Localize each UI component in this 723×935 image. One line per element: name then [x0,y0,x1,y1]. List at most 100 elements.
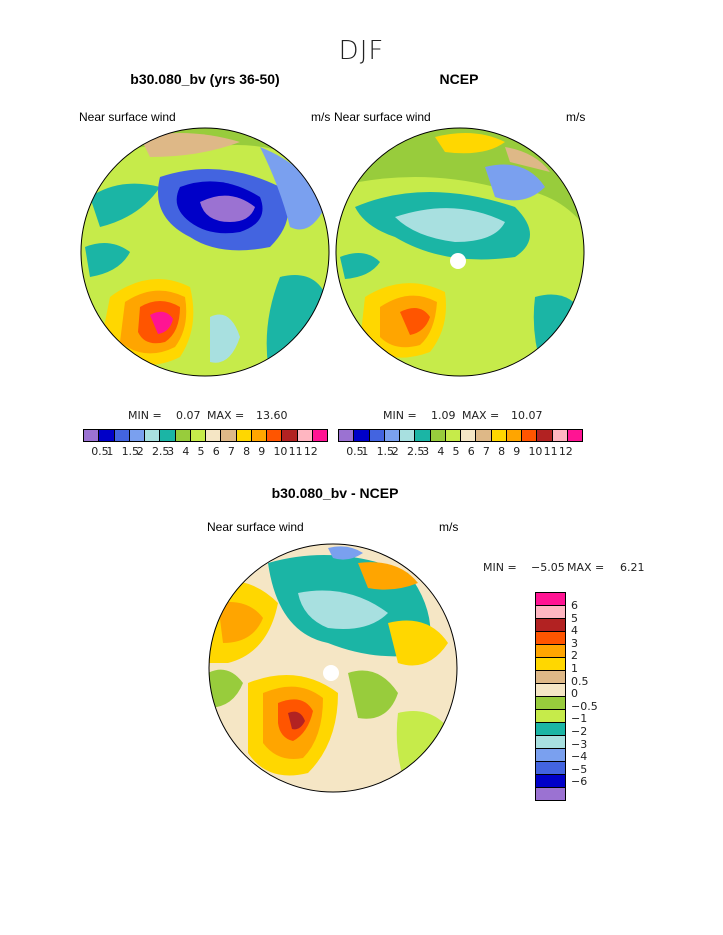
colorbar-swatch [267,430,283,441]
colorbar-swatch [536,697,565,710]
colorbar-tick-label: −5 [571,762,588,776]
panel1-colorbar [83,429,328,442]
panel3-left-label: Near surface wind [207,520,304,534]
panel1-min-value: 0.07 [176,409,201,422]
panel3-min-value: −5.05 [531,561,565,574]
colorbar-tick-label: 2.5 [406,445,425,458]
colorbar-tick-label: 12 [558,445,573,458]
panel2-title: NCEP [439,71,479,87]
colorbar-swatch [476,430,492,441]
colorbar-swatch [536,736,565,749]
colorbar-swatch [536,788,565,800]
figure-title: DJF [338,36,385,66]
colorbar-swatch [221,430,237,441]
colorbar-swatch [206,430,222,441]
colorbar-swatch [312,430,327,441]
colorbar-tick-label: 3 [571,636,578,650]
panel3-title: b30.080_bv - NCEP [271,485,399,501]
colorbar-tick-label: 10 [273,445,288,458]
panel3-colorbar [535,592,566,801]
panel1-left-label: Near surface wind [79,110,176,124]
panel2-colorbar [338,429,583,442]
panel2-max-value: 10.07 [511,409,543,422]
colorbar-swatch [461,430,477,441]
panel2-max-label: MAX = [462,409,500,422]
colorbar-swatch [251,430,267,441]
colorbar-tick-label: 5 [452,445,460,458]
panel3-min-label: MIN = [483,561,517,574]
colorbar-swatch [129,430,145,441]
colorbar-tick-label: 2 [136,445,144,458]
panel1-min-label: MIN = [128,409,162,422]
colorbar-swatch [160,430,176,441]
panel2-polar-map [335,127,585,377]
colorbar-tick-label: −6 [571,775,588,789]
panel2-min-value: 1.09 [431,409,456,422]
colorbar-tick-label: 1 [106,445,114,458]
colorbar-tick-label: 6 [571,599,578,612]
colorbar-tick-label: 6 [467,445,475,458]
colorbar-tick-label: 11 [543,445,558,458]
colorbar-swatch [506,430,522,441]
panel3-units-label: m/s [439,520,459,534]
panel2-units-label: m/s [566,110,586,124]
colorbar-tick-label: 7 [227,445,235,458]
colorbar-swatch [145,430,161,441]
panel1-polar-map [80,127,330,377]
panel1-units-label: m/s [311,110,331,124]
colorbar-swatch [369,430,385,441]
colorbar-tick-label: 0.5 [571,674,589,688]
colorbar-tick-label: −4 [571,750,588,764]
colorbar-tick-label: 1 [571,662,578,675]
colorbar-swatch [537,430,553,441]
panel1-title: b30.080_bv (yrs 36-50) [130,71,280,87]
colorbar-swatch [536,632,565,645]
colorbar-tick-label: 3 [167,445,175,458]
colorbar-swatch [536,775,565,788]
colorbar-swatch [84,430,100,441]
colorbar-swatch [99,430,115,441]
colorbar-swatch [354,430,370,441]
colorbar-swatch [339,430,355,441]
colorbar-swatch [297,430,313,441]
colorbar-tick-label: 12 [303,445,318,458]
colorbar-swatch [114,430,130,441]
colorbar-swatch [430,430,446,441]
colorbar-swatch [491,430,507,441]
colorbar-tick-label: −3 [571,737,588,751]
colorbar-tick-label: 1.5 [121,445,140,458]
colorbar-tick-label: 4 [437,445,445,458]
colorbar-swatch [400,430,416,441]
colorbar-tick-label: 9 [513,445,521,458]
panel2-left-label: Near surface wind [334,110,431,124]
colorbar-swatch [190,430,206,441]
colorbar-swatch [567,430,582,441]
colorbar-swatch [536,645,565,658]
colorbar-tick-label: 9 [258,445,266,458]
colorbar-swatch [536,606,565,619]
colorbar-swatch [536,723,565,736]
colorbar-tick-label: −2 [571,725,588,738]
colorbar-tick-label: 1.5 [376,445,395,458]
colorbar-tick-label: 5 [197,445,205,458]
colorbar-swatch [445,430,461,441]
colorbar-tick-label: 0.5 [346,445,364,458]
colorbar-tick-label: −0.5 [571,699,598,713]
colorbar-swatch [384,430,400,441]
colorbar-tick-label: 2 [391,445,399,458]
colorbar-swatch [536,684,565,697]
colorbar-tick-label: 6 [212,445,220,458]
colorbar-swatch [236,430,252,441]
colorbar-tick-label: 4 [571,624,578,638]
colorbar-tick-label: 2 [571,649,578,663]
colorbar-swatch [552,430,568,441]
panel3-max-value: 6.21 [620,561,645,574]
colorbar-swatch [536,671,565,684]
colorbar-tick-label: 3 [422,445,430,458]
colorbar-tick-label: 4 [182,445,190,458]
colorbar-swatch [536,749,565,762]
colorbar-tick-label: 8 [243,445,251,458]
panel3-polar-map [208,543,458,793]
colorbar-tick-label: 0.5 [91,445,109,458]
colorbar-swatch [536,593,565,606]
